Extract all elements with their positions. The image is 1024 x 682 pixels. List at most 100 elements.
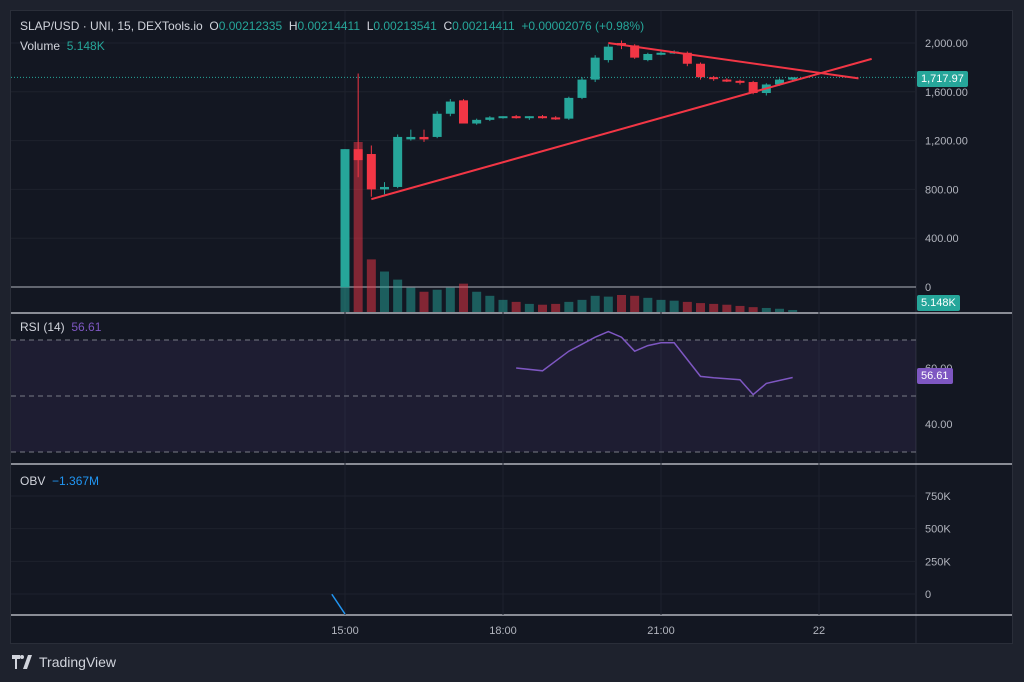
symbol-label[interactable]: SLAP/USD · UNI, 15, DEXTools.io xyxy=(20,19,203,33)
volume-bar xyxy=(432,289,442,312)
trendline xyxy=(608,42,859,80)
price-tick-label: 1,600.00 xyxy=(925,87,968,99)
high-value: 0.00214411 xyxy=(297,19,361,33)
rsi-legend: RSI (14) 56.61 xyxy=(20,320,101,334)
candle-body xyxy=(551,117,561,120)
volume-bar xyxy=(524,303,534,312)
volume-bar xyxy=(366,259,376,312)
candle-body xyxy=(459,100,468,124)
volume-bar xyxy=(656,299,666,312)
price-tick-label: 800.00 xyxy=(925,184,959,196)
close-label: C xyxy=(443,19,453,33)
candle-body xyxy=(524,116,534,119)
volume-bar xyxy=(445,287,455,312)
candle-body xyxy=(340,149,350,287)
candle-body xyxy=(498,116,508,119)
obv-tick-label: 750K xyxy=(925,491,951,503)
obv-tick-label: 0 xyxy=(925,589,931,601)
volume-bar xyxy=(551,303,561,312)
candle-body xyxy=(419,136,429,140)
low-value: 0.00213541 xyxy=(373,19,437,33)
brand-name[interactable]: TradingView xyxy=(39,654,117,670)
price-tick-label: 0 xyxy=(925,282,931,294)
rsi-tick-label: 40.00 xyxy=(925,419,953,431)
volume-bar xyxy=(511,301,521,312)
tradingview-logo-icon[interactable] xyxy=(12,655,34,669)
candle-body xyxy=(788,77,798,80)
rsi-label[interactable]: RSI (14) xyxy=(20,320,65,334)
candle-body xyxy=(577,79,587,98)
change-value: +0.00002076 (+0.98%) xyxy=(521,19,645,33)
close-value: 0.00214411 xyxy=(452,19,515,33)
trendline xyxy=(371,57,872,201)
time-tick-label: 22 xyxy=(813,625,825,637)
footer: TradingView xyxy=(12,654,116,670)
candle-body xyxy=(682,52,692,64)
candle-body xyxy=(393,136,403,187)
volume-value: 5.148K xyxy=(66,39,105,53)
candle-body xyxy=(630,45,640,58)
obv-tick-label: 500K xyxy=(925,524,951,536)
volume-bar xyxy=(696,303,705,312)
volume-badge: 5.148K xyxy=(917,295,960,311)
obv-legend: OBV −1.367M xyxy=(20,474,99,488)
chart-frame xyxy=(10,10,1013,644)
candle-body xyxy=(735,80,745,83)
volume-bar xyxy=(617,295,626,312)
ohlc-legend: SLAP/USD · UNI, 15, DEXTools.io O0.00212… xyxy=(20,19,644,33)
volume-legend: Volume 5.148K xyxy=(20,39,105,53)
volume-bar xyxy=(419,291,429,312)
price-tick-label: 2,000.00 xyxy=(925,38,968,50)
time-tick-label: 21:00 xyxy=(647,625,675,637)
candle-body xyxy=(643,53,653,61)
candle-body xyxy=(696,63,705,78)
volume-bar xyxy=(538,304,547,312)
candle-body xyxy=(380,186,389,190)
volume-label[interactable]: Volume xyxy=(20,39,61,53)
candle-body xyxy=(406,136,416,140)
price-tick-label: 1,200.00 xyxy=(925,136,968,148)
candle-body xyxy=(485,117,495,120)
low-label: L xyxy=(366,19,374,33)
volume-bar xyxy=(485,295,495,312)
rsi-value: 56.61 xyxy=(71,320,102,334)
volume-bar xyxy=(775,308,784,312)
volume-bar xyxy=(761,307,771,312)
volume-bar xyxy=(722,304,732,312)
obv-value: −1.367M xyxy=(52,474,100,488)
candle-body xyxy=(538,116,547,119)
candle-body xyxy=(472,119,482,124)
candle-body xyxy=(775,79,784,85)
candle-body xyxy=(564,97,574,119)
open-value: 0.00212335 xyxy=(218,19,283,33)
candle-body xyxy=(656,52,666,55)
volume-bar xyxy=(643,297,653,312)
volume-bar xyxy=(498,299,508,312)
candle-body xyxy=(748,82,758,94)
price-badge: 1,717.97 xyxy=(917,71,968,87)
obv-line xyxy=(331,593,346,615)
volume-bar xyxy=(393,279,403,312)
open-label: O xyxy=(209,19,219,33)
candle-body xyxy=(353,149,363,161)
candle-body xyxy=(366,154,376,190)
time-tick-label: 18:00 xyxy=(489,625,517,637)
volume-bar xyxy=(748,307,758,312)
volume-bar xyxy=(564,301,574,312)
volume-bar xyxy=(590,295,600,312)
volume-bar xyxy=(603,296,613,312)
obv-tick-label: 250K xyxy=(925,556,951,568)
volume-bar xyxy=(406,287,416,312)
candle-body xyxy=(590,57,600,80)
rsi-badge: 56.61 xyxy=(917,368,953,384)
volume-bar xyxy=(459,283,468,312)
candle-body xyxy=(445,101,455,114)
volume-bar xyxy=(577,299,587,312)
obv-label[interactable]: OBV xyxy=(20,474,46,488)
time-tick-label: 15:00 xyxy=(331,625,359,637)
price-tick-label: 400.00 xyxy=(925,233,959,245)
candle-body xyxy=(511,116,521,119)
volume-bar xyxy=(709,303,719,312)
candle-body xyxy=(709,77,719,80)
